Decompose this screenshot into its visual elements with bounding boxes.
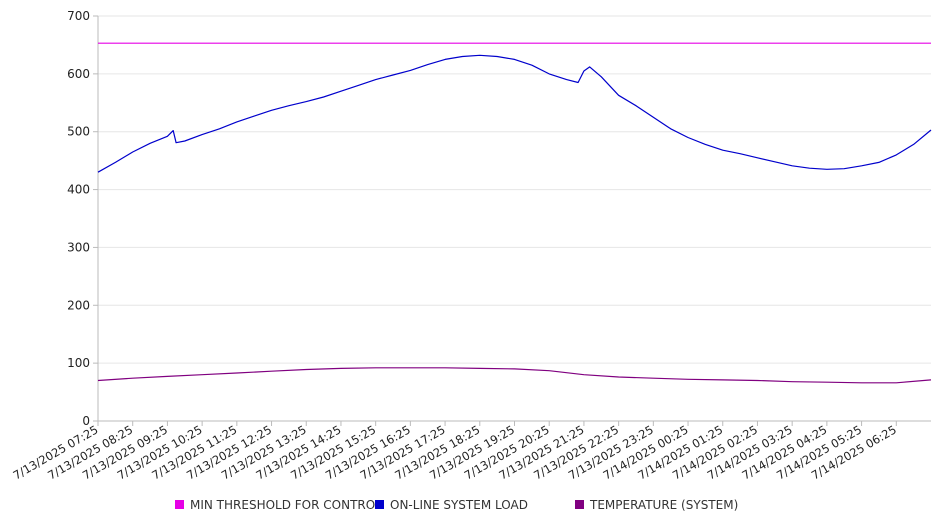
legend-label-system-load: ON-LINE SYSTEM LOAD (390, 498, 528, 512)
legend-swatch-threshold (175, 500, 184, 509)
y-tick-label: 0 (82, 414, 90, 428)
gridlines (98, 15, 931, 364)
legend-item-threshold[interactable]: MIN THRESHOLD FOR CONTROL (175, 498, 382, 512)
y-tick-label: 500 (67, 125, 90, 139)
series-line-system-load (97, 54, 932, 173)
y-tick-label: 300 (67, 240, 90, 254)
series-lines (97, 42, 932, 384)
legend-item-temperature[interactable]: TEMPERATURE (SYSTEM) (575, 498, 738, 512)
y-tick-label: 400 (67, 183, 90, 197)
y-tick-label: 100 (67, 356, 90, 370)
legend-item-system-load[interactable]: ON-LINE SYSTEM LOAD (375, 498, 528, 512)
legend-swatch-system-load (375, 500, 384, 509)
legend-label-temperature: TEMPERATURE (SYSTEM) (589, 498, 738, 512)
y-tick-label: 700 (67, 9, 90, 23)
series-line-temperature (97, 367, 932, 384)
legend-label-threshold: MIN THRESHOLD FOR CONTROL (190, 498, 382, 512)
legend: MIN THRESHOLD FOR CONTROL ON-LINE SYSTEM… (175, 498, 738, 512)
legend-swatch-temperature (575, 500, 584, 509)
y-tick-label: 200 (67, 298, 90, 312)
x-axis-ticks: 7/13/2025 07:257/13/2025 08:257/13/2025 … (11, 421, 899, 482)
y-tick-label: 600 (67, 67, 90, 81)
y-axis-ticks: 0 100 200 300 400 500 600 700 (67, 9, 98, 428)
